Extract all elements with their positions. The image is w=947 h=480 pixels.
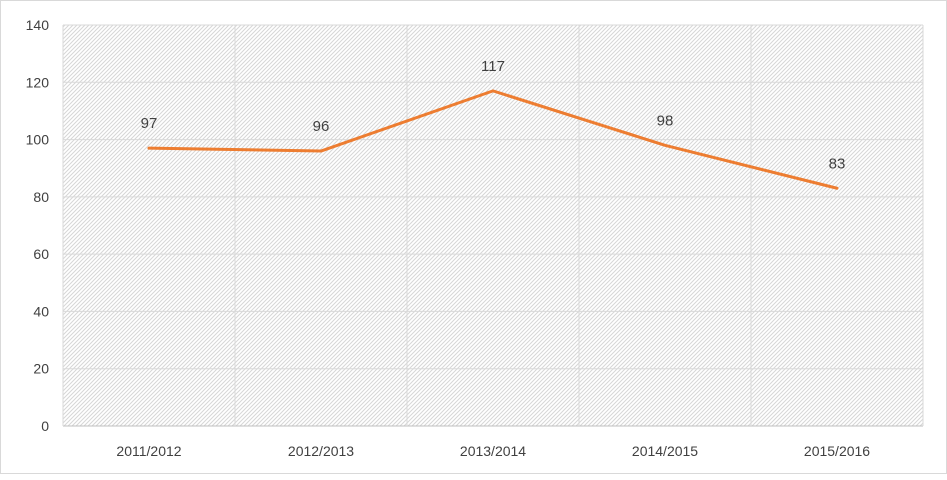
y-tick-label: 0 <box>41 418 49 434</box>
y-tick-label: 20 <box>33 361 49 377</box>
y-tick-label: 60 <box>33 246 49 262</box>
data-label: 98 <box>657 112 674 129</box>
y-tick-label: 40 <box>33 303 49 319</box>
series-line <box>147 89 839 190</box>
y-tick-label: 140 <box>26 17 50 33</box>
x-tick-label: 2015/2016 <box>804 443 870 459</box>
y-tick-label: 100 <box>26 132 50 148</box>
data-label: 97 <box>141 115 158 132</box>
x-tick-label: 2014/2015 <box>632 443 698 459</box>
x-tick-label: 2013/2014 <box>460 443 526 459</box>
data-label: 117 <box>481 58 505 75</box>
data-label: 83 <box>829 155 846 172</box>
plot-area <box>63 25 923 426</box>
data-label: 96 <box>313 118 330 135</box>
x-tick-label: 2011/2012 <box>116 443 181 459</box>
y-tick-label: 120 <box>26 74 50 90</box>
y-tick-label: 80 <box>33 189 49 205</box>
x-tick-label: 2012/2013 <box>288 443 354 459</box>
